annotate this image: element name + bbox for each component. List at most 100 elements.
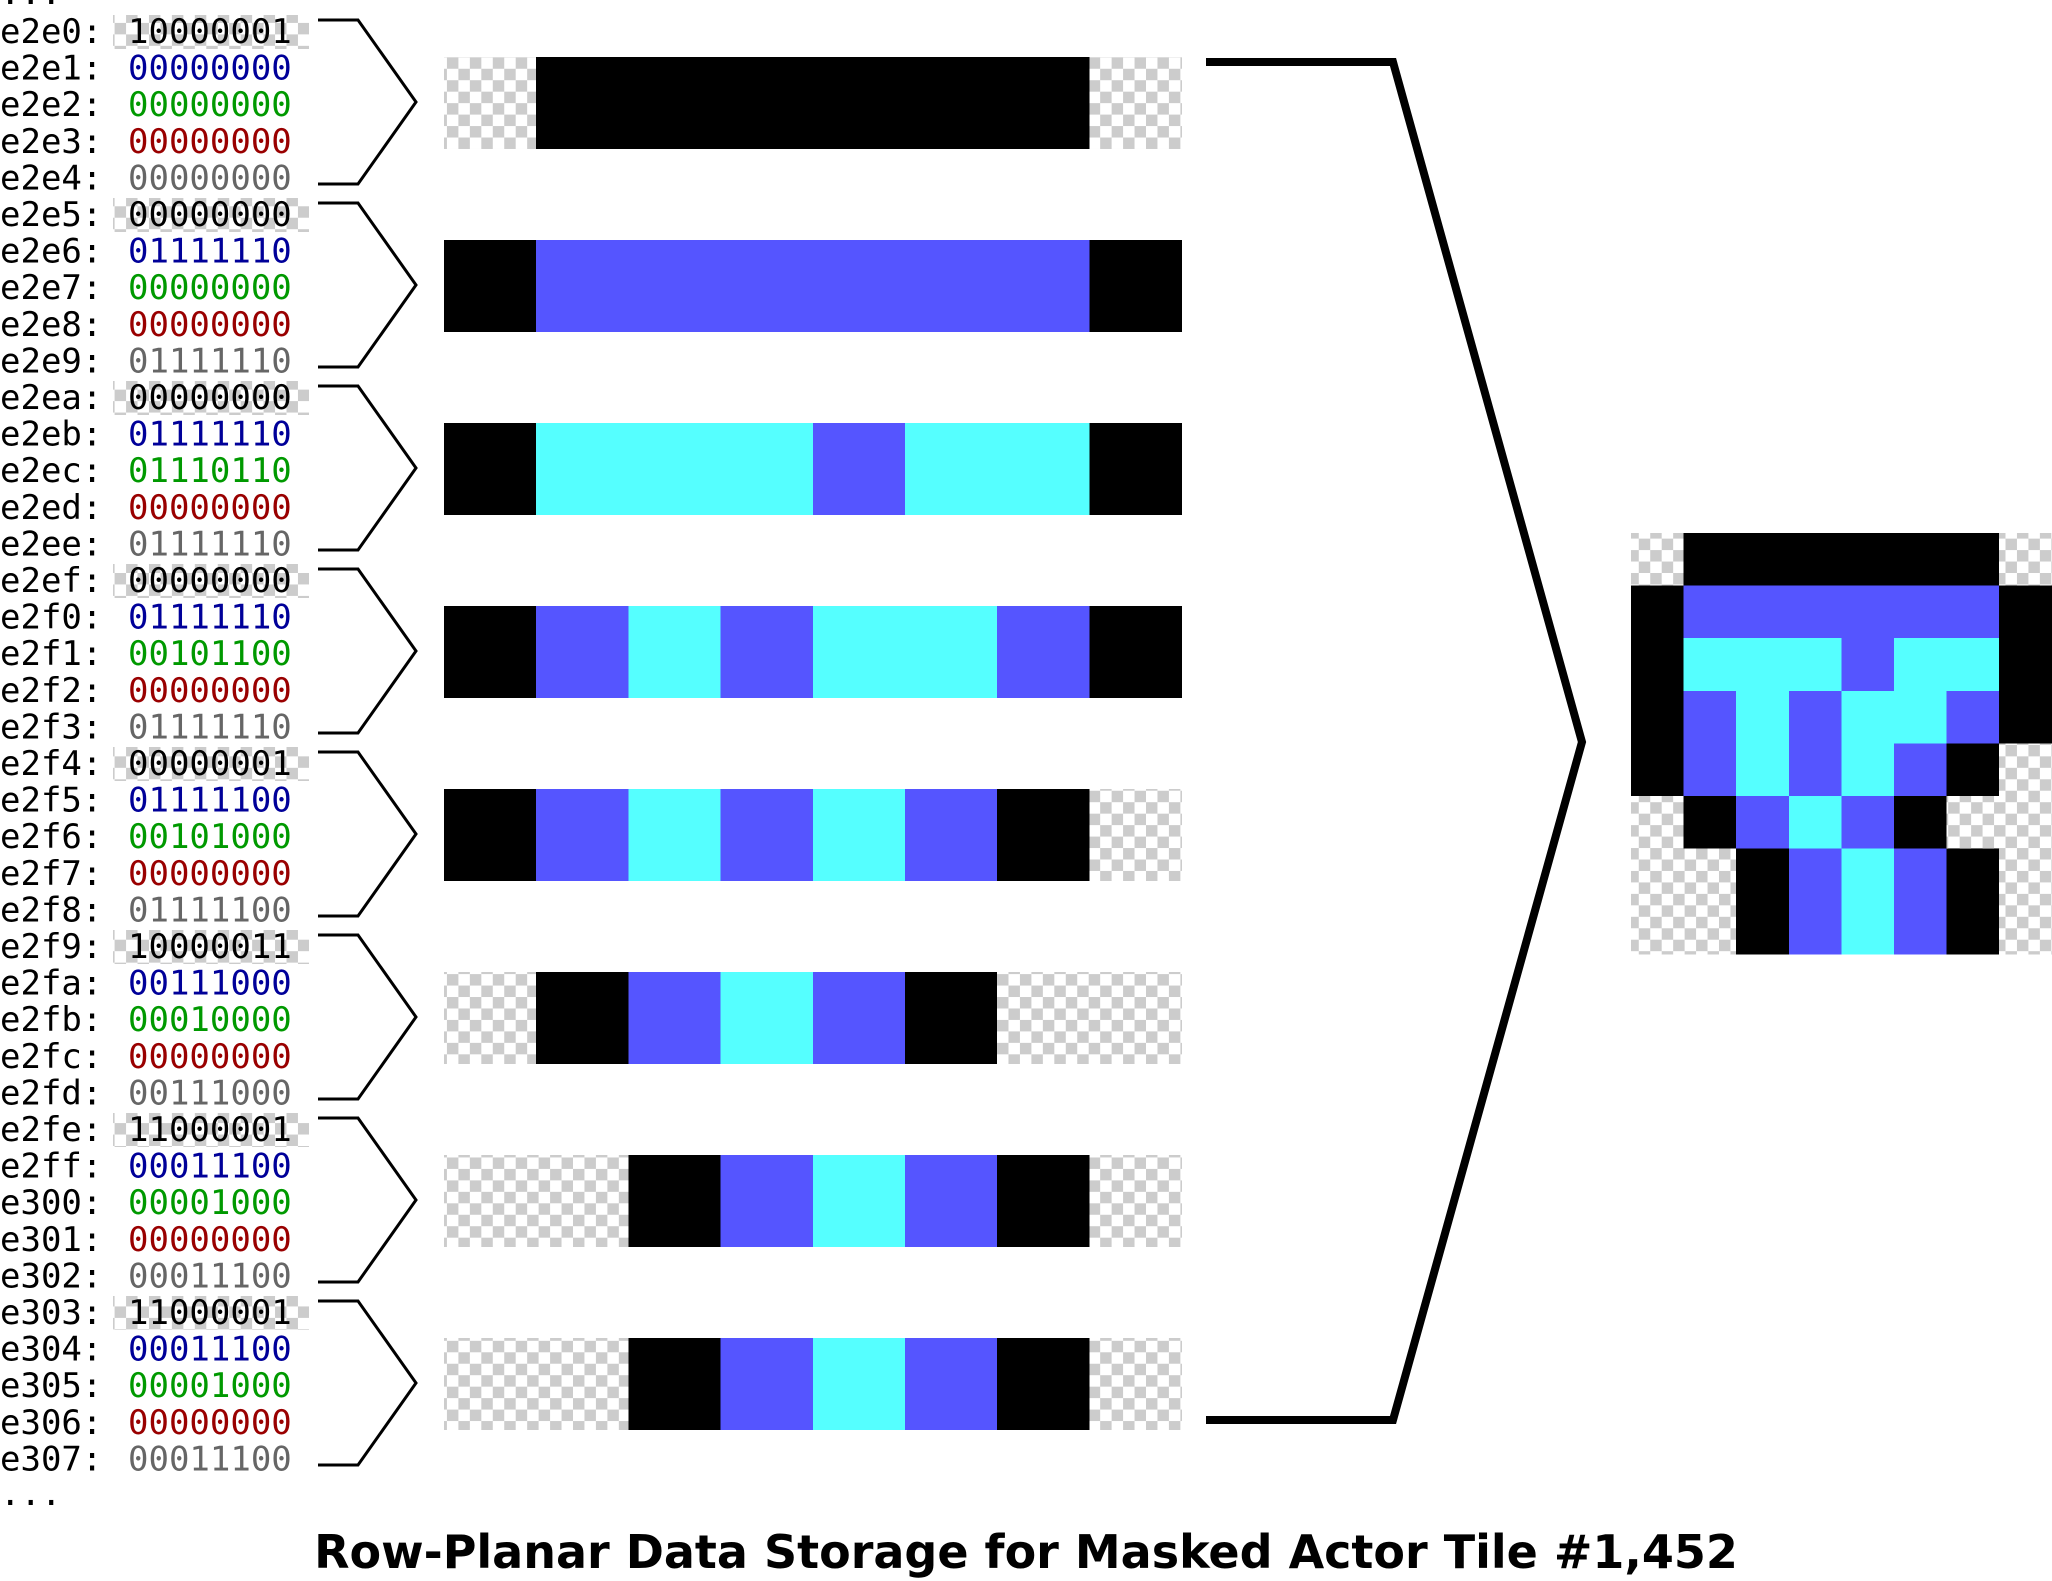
strip-pixel (628, 1155, 722, 1247)
memory-address: e2fe: (0, 1110, 102, 1150)
strip-pixel (1089, 972, 1183, 1064)
strip-pixel (812, 789, 906, 881)
memory-address: e2f7: (0, 854, 102, 894)
strip-pixel (812, 423, 906, 515)
blue-plane-byte: 00111000 (128, 964, 292, 1004)
mask-plane-byte: 00000000 (128, 195, 292, 235)
mask-byte-highlight (113, 1296, 309, 1330)
combine-bracket-line (1206, 58, 1587, 1424)
strip-pixel (905, 240, 998, 332)
tile-pixel (1736, 743, 1790, 797)
memory-address: e2e1: (0, 49, 102, 89)
tile-pixel (1631, 796, 1685, 850)
tile-pixel (1946, 848, 2000, 902)
intensity-plane-byte: 00111000 (128, 1073, 292, 1113)
strip-pixel (812, 972, 906, 1064)
memory-address: e303: (0, 1293, 102, 1333)
strip-pixel (1089, 1155, 1183, 1247)
strip-pixel (812, 240, 906, 332)
tile-pixel (1736, 585, 1790, 639)
memory-address: e2fb: (0, 1000, 102, 1040)
strip-pixel (720, 240, 814, 332)
strip-pixel (905, 789, 998, 881)
strip-pixel (536, 1338, 629, 1430)
strip-pixel (997, 57, 1090, 149)
strip-pixel (997, 789, 1090, 881)
strip-pixel (536, 240, 629, 332)
strip-pixel (720, 972, 814, 1064)
strip-pixel (1089, 789, 1183, 881)
mask-byte-highlight (113, 381, 309, 415)
strip-pixel (905, 57, 998, 149)
memory-address: e2ef: (0, 561, 102, 601)
intensity-plane-byte: 00000000 (128, 158, 292, 198)
mask-plane-byte: 10000001 (128, 12, 292, 52)
strip-pixel (444, 606, 537, 698)
green-plane-byte: 00001000 (128, 1366, 292, 1406)
tile-pixel (1683, 585, 1737, 639)
green-plane-byte: 00000000 (128, 85, 292, 125)
tile-pixel (1841, 743, 1895, 797)
tile-pixel (1946, 901, 2000, 955)
tile-pixel (1999, 901, 2052, 955)
mask-plane-byte: 11000001 (128, 1110, 292, 1150)
tile-pixel (1894, 743, 1948, 797)
strip-pixel (812, 1155, 906, 1247)
tile-pixel (1841, 690, 1895, 744)
memory-address: e2e6: (0, 232, 102, 272)
strip-pixel (1089, 1338, 1183, 1430)
memory-address: e2ea: (0, 378, 102, 418)
strip-pixel (997, 423, 1090, 515)
mask-plane-byte: 11000001 (128, 1293, 292, 1333)
strip-pixel (1089, 57, 1183, 149)
strip-pixel (536, 789, 629, 881)
tile-pixel (1683, 743, 1737, 797)
strip-pixel (905, 1155, 998, 1247)
tile-pixel (1788, 848, 1842, 902)
tile-pixel (1736, 901, 1790, 955)
memory-address: e2fa: (0, 964, 102, 1004)
strip-pixel (628, 423, 722, 515)
row-braces (318, 18, 418, 1467)
diagram-title: Row-Planar Data Storage for Masked Actor… (314, 1525, 1738, 1579)
tile-pixel (1999, 638, 2052, 692)
strip-pixel (997, 1155, 1090, 1247)
blue-plane-byte: 00000000 (128, 49, 292, 89)
strip-pixel (905, 972, 998, 1064)
strip-pixel (1089, 606, 1183, 698)
mask-byte-highlight (113, 930, 309, 964)
strip-pixel (628, 606, 722, 698)
memory-address: e2e3: (0, 122, 102, 162)
mask-plane-byte: 00000000 (128, 561, 292, 601)
mask-byte-highlight (113, 747, 309, 781)
red-plane-byte: 00000000 (128, 854, 292, 894)
strip-pixel (536, 1155, 629, 1247)
strip-pixel (997, 1338, 1090, 1430)
strip-pixel (812, 57, 906, 149)
memory-address: e2fd: (0, 1073, 102, 1113)
memory-address: e2e2: (0, 85, 102, 125)
tile-pixel (1736, 848, 1790, 902)
tile-pixel (1946, 743, 2000, 797)
tile-pixel (1946, 638, 2000, 692)
intensity-plane-byte: 01111110 (128, 341, 292, 381)
tile-pixel (1788, 638, 1842, 692)
memory-address: e2eb: (0, 415, 102, 455)
row-brace (318, 933, 418, 1101)
tile-pixel (1736, 690, 1790, 744)
ellipsis-bottom: ... (0, 1474, 61, 1514)
assembled-tile (1631, 533, 2052, 955)
memory-address: e2ec: (0, 451, 102, 491)
strip-pixel (720, 1155, 814, 1247)
tile-pixel (1894, 585, 1948, 639)
tile-pixel (1788, 585, 1842, 639)
memory-address: e2f2: (0, 671, 102, 711)
row-brace (318, 1299, 418, 1467)
tile-pixel (1894, 901, 1948, 955)
memory-address: e2f1: (0, 634, 102, 674)
memory-address: e2f0: (0, 598, 102, 638)
memory-address: e2e8: (0, 305, 102, 345)
mask-plane-byte: 00000000 (128, 378, 292, 418)
tile-pixel (1788, 690, 1842, 744)
